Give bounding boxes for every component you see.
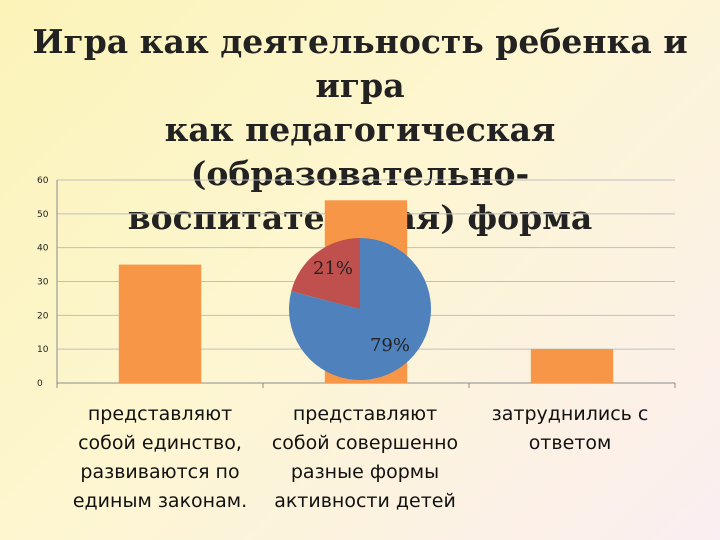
title-line-2: как педагогическая (образовательно-	[164, 110, 556, 193]
category-label-2-line-4: активности детей	[274, 490, 456, 512]
y-tick-label: 0	[37, 379, 43, 389]
category-label-1-line-1: представляют	[87, 403, 233, 425]
pie-slice-2	[289, 238, 431, 380]
bar-1	[118, 264, 202, 383]
title-line-1: Игра как деятельность ребенка и игра	[32, 22, 688, 105]
category-label-2-line-2: собой совершенно	[271, 432, 459, 454]
pie-label-1: 21%	[313, 258, 353, 279]
y-tick-label: 30	[37, 278, 49, 288]
category-label-1-line-2: собой единство,	[78, 432, 242, 454]
pie-slice-1	[291, 238, 360, 309]
y-tick-label: 50	[37, 210, 49, 220]
pie-label-2: 79%	[370, 335, 410, 356]
y-tick-label: 10	[37, 345, 49, 355]
y-tick-label: 20	[37, 311, 49, 321]
category-label-1: представляют собой единство, развиваются…	[55, 400, 265, 516]
category-label-3: затруднились с ответом	[465, 400, 675, 458]
category-label-2-line-1: представляют	[292, 403, 438, 425]
category-label-3-line-1: затруднились с	[491, 403, 649, 425]
y-tick-label: 40	[37, 244, 49, 254]
bar-3	[530, 349, 614, 383]
category-label-3-line-2: ответом	[528, 432, 612, 454]
y-tick-label: 60	[37, 176, 49, 186]
category-label-1-line-3: развиваются по	[80, 461, 240, 483]
category-label-2-line-3: разные формы	[290, 461, 440, 483]
category-label-2: представляют собой совершенно разные фор…	[260, 400, 470, 516]
category-label-1-line-4: единым законам.	[72, 490, 248, 512]
